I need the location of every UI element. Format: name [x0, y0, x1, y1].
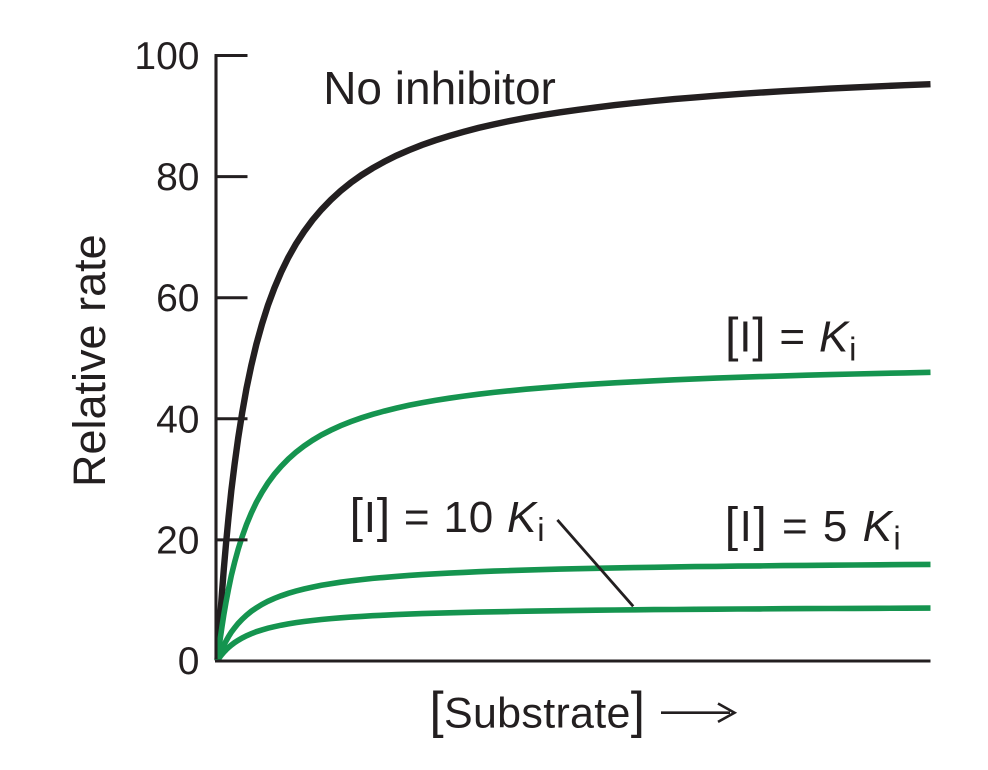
svg-text:[I] = Ki: [I] = Ki: [725, 310, 857, 368]
svg-text:40: 40: [156, 398, 199, 441]
svg-text:60: 60: [156, 277, 199, 320]
svg-text:100: 100: [134, 35, 199, 78]
svg-text:[Substrate]: [Substrate]: [430, 682, 646, 739]
svg-text:Relative rate: Relative rate: [64, 234, 115, 487]
svg-text:No inhibitor: No inhibitor: [323, 62, 556, 114]
svg-text:80: 80: [156, 156, 199, 199]
svg-text:[I] = 10 Ki: [I] = 10 Ki: [350, 490, 546, 548]
svg-text:20: 20: [156, 519, 199, 562]
svg-text:0: 0: [178, 640, 200, 683]
svg-text:[I] = 5 Ki: [I] = 5 Ki: [725, 499, 902, 557]
